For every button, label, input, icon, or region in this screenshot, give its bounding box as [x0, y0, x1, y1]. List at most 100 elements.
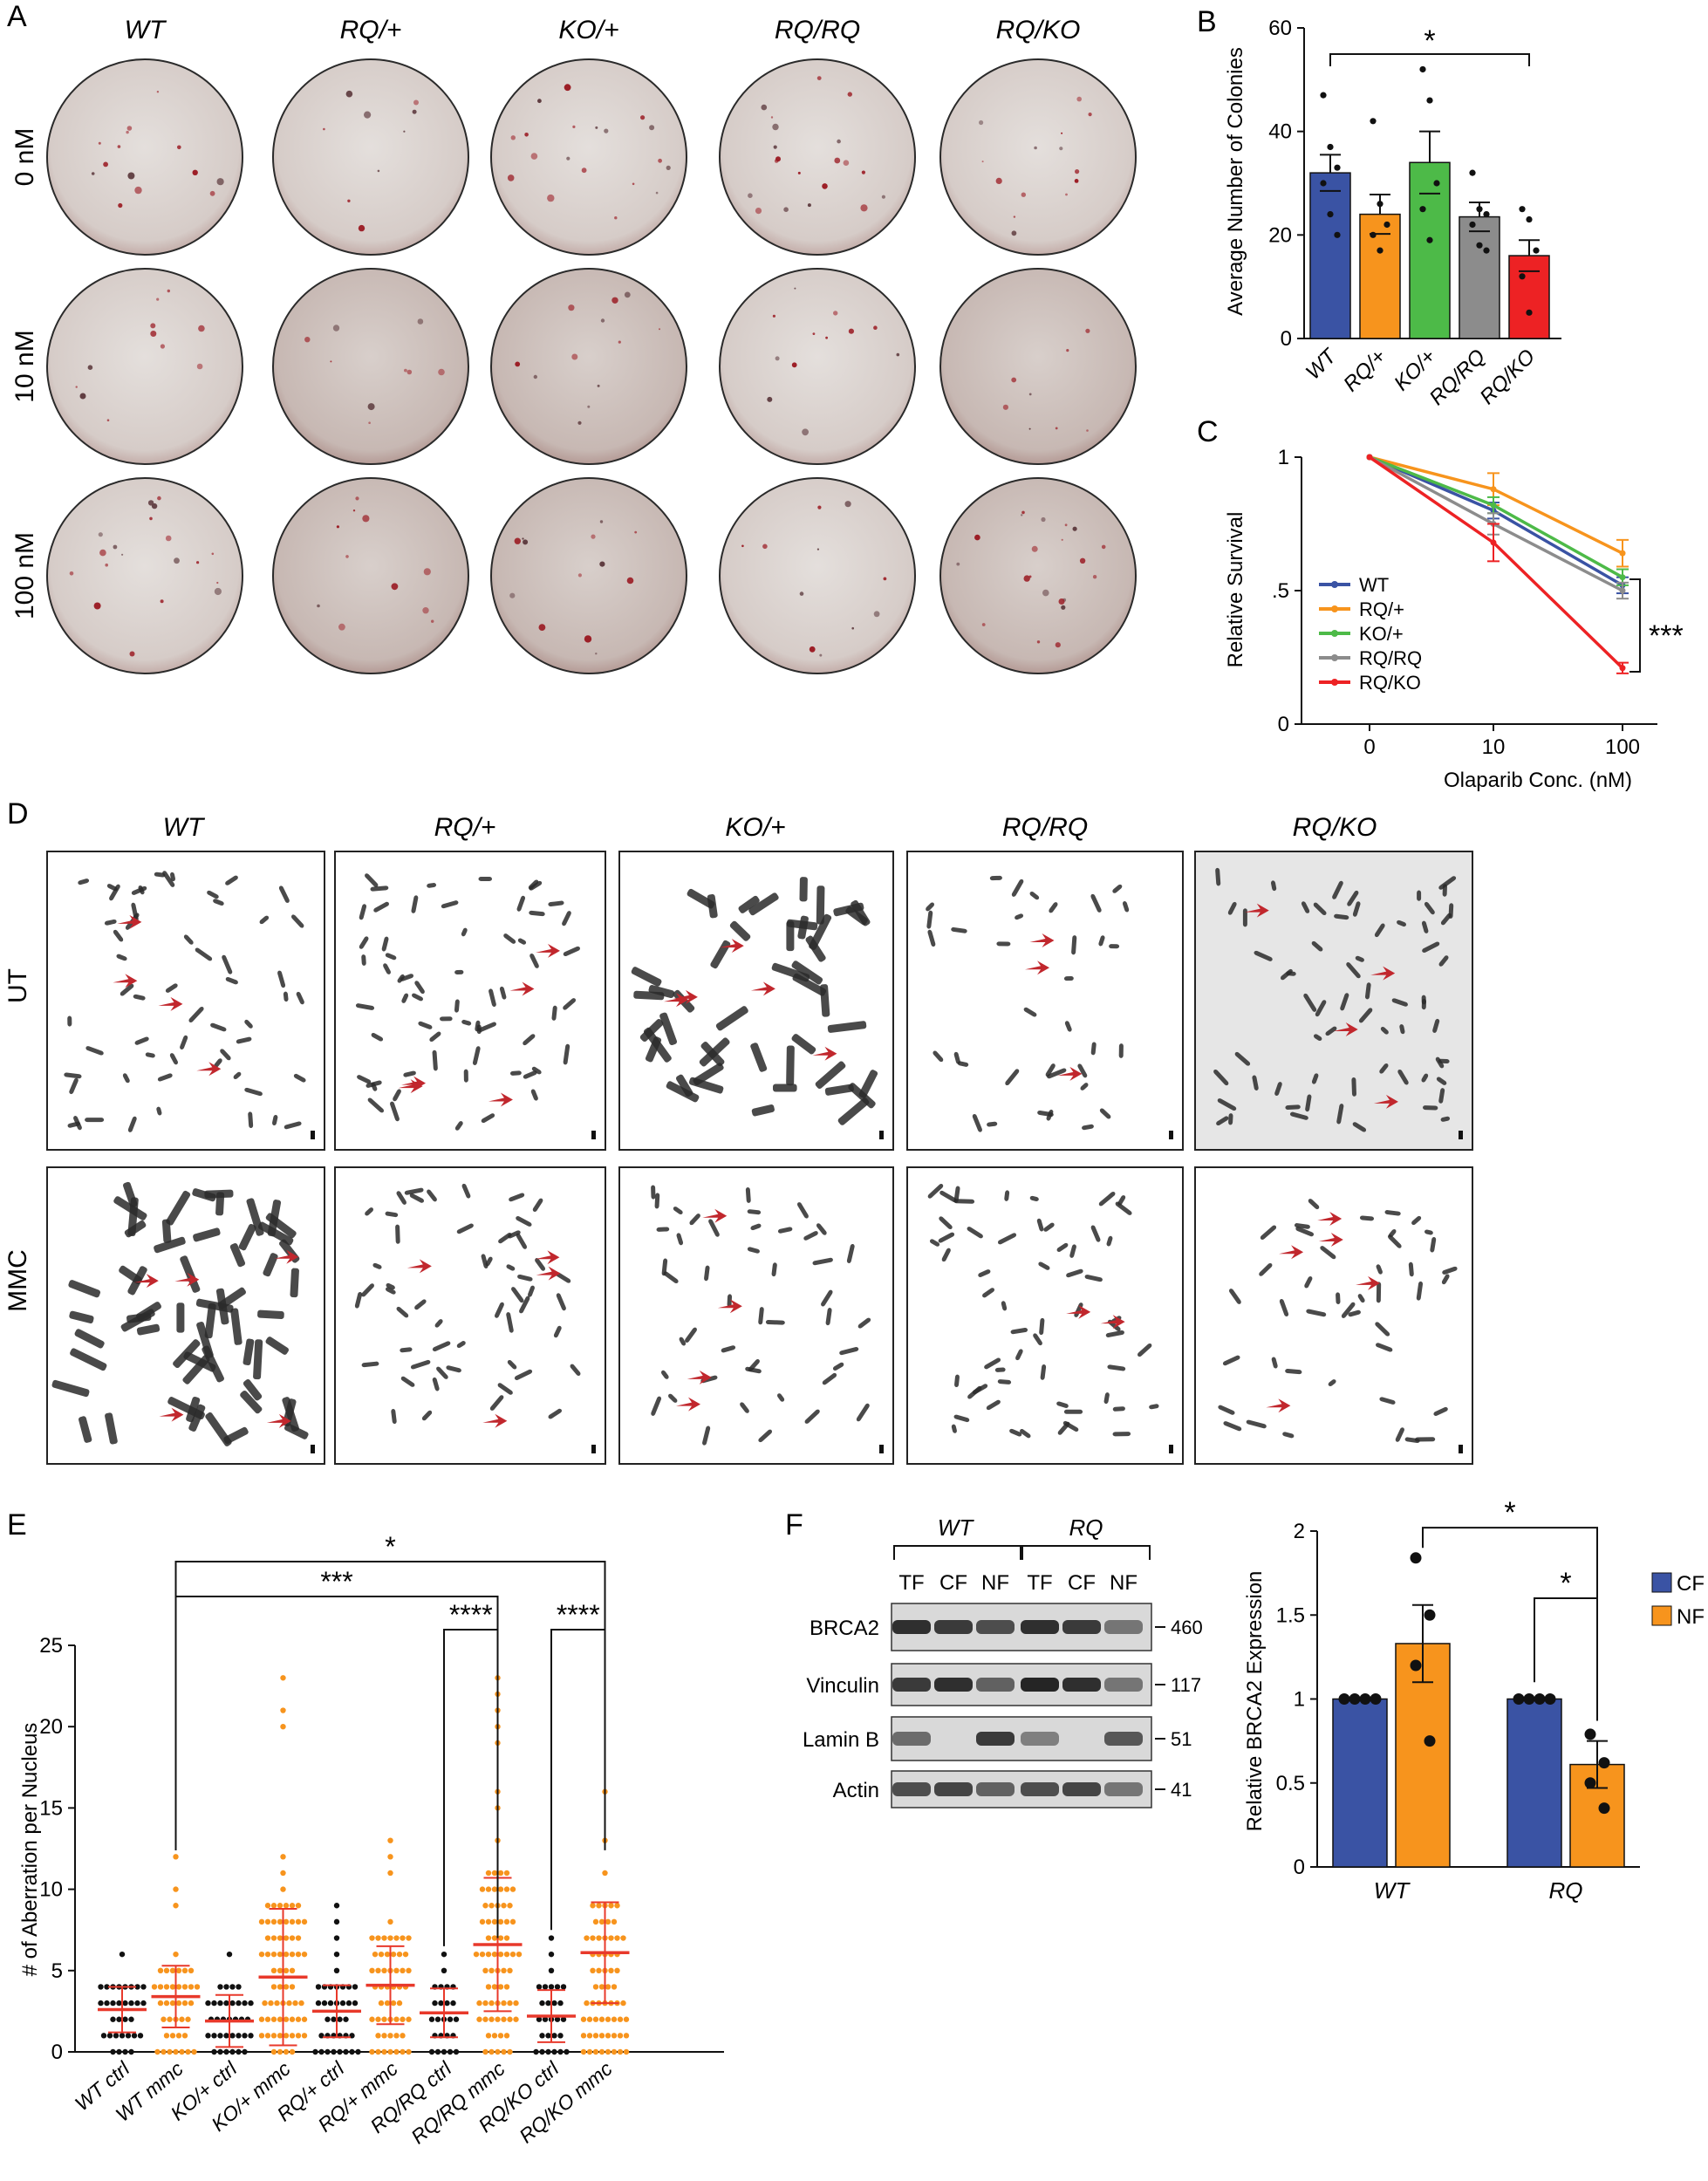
data-point [100, 2033, 107, 2039]
colony-dot [126, 130, 129, 134]
chromosome [1423, 1105, 1438, 1111]
chromosome [69, 1310, 94, 1323]
data-point [343, 2016, 349, 2022]
data-point [406, 1967, 412, 1973]
chromosome [954, 1374, 960, 1388]
chromosome [207, 890, 219, 899]
data-point [125, 2033, 132, 2039]
aberration-arrow [266, 1413, 291, 1428]
chromosome [563, 998, 577, 1010]
data-point [295, 2033, 302, 2039]
data-point [345, 2000, 352, 2007]
chromosome [371, 1082, 378, 1091]
colony-dot [772, 123, 779, 131]
colony-dot [150, 323, 156, 329]
chromosome [1305, 1094, 1312, 1112]
data-point [205, 2033, 211, 2039]
chromosome [409, 1193, 425, 1203]
chromosome [997, 1379, 1012, 1384]
data-point [400, 1935, 406, 1941]
aberration-arrow [675, 1397, 700, 1412]
data-point [592, 1984, 599, 1990]
colony-dot [614, 216, 618, 220]
chromosome [1387, 1234, 1402, 1248]
data-point [560, 1984, 567, 1990]
data-point [387, 1837, 393, 1843]
data-point [298, 2000, 304, 2007]
chromosome [986, 1399, 1001, 1411]
colony-dot [391, 583, 399, 591]
data-point [434, 2016, 441, 2022]
data-point [444, 2000, 450, 2007]
colony-dot [847, 92, 852, 97]
chromosome [509, 1070, 522, 1076]
data-point [1334, 164, 1341, 171]
colony-dot [599, 520, 604, 523]
data-point [488, 2016, 495, 2022]
data-point [384, 1951, 391, 1958]
data-point [495, 2048, 501, 2055]
d-col-label: RQ/+ [434, 813, 496, 842]
data-point [497, 1951, 504, 1958]
data-point [270, 2016, 277, 2022]
chromosome [506, 1312, 514, 1333]
data-point [476, 2016, 482, 2022]
data-point [545, 2048, 551, 2055]
data-point [1327, 211, 1334, 218]
colony-dot [597, 384, 600, 387]
aberration-arrow [1100, 1315, 1125, 1330]
chromosome [825, 1308, 832, 1326]
colony-dot [1011, 377, 1017, 383]
chromosome [1355, 955, 1364, 962]
chromosome [1063, 976, 1074, 981]
chromosome [517, 938, 527, 945]
significance-bracket [1534, 1597, 1598, 1721]
data-point [501, 2048, 507, 2055]
chromosome [1001, 1301, 1008, 1311]
culture-plate [46, 58, 243, 256]
culture-plate [490, 58, 687, 256]
protein-band [892, 1782, 931, 1796]
lane-label: CF [1068, 1571, 1096, 1595]
chromosome [1424, 901, 1435, 915]
chromosome [1328, 1379, 1336, 1387]
colony-dot [1021, 514, 1023, 516]
data-point [375, 1935, 381, 1941]
chromosome [225, 976, 238, 985]
data-point [473, 1951, 480, 1958]
chromosome [809, 913, 832, 950]
d-row-label: UT [3, 968, 32, 1003]
chromosome [1415, 1437, 1436, 1442]
chromosome [290, 1268, 299, 1298]
data-point [140, 2000, 147, 2007]
data-point [175, 1967, 182, 1973]
chromosome [385, 1287, 396, 1295]
chromosome [799, 877, 808, 902]
colony-dot [160, 599, 164, 604]
aberration-arrow [750, 981, 775, 996]
colony-dot [1059, 147, 1063, 151]
chromosome [858, 1070, 878, 1098]
chromosome [385, 1211, 399, 1218]
c-xlabel: Olaparib Conc. (nM) [1444, 769, 1632, 792]
data-point [331, 2048, 337, 2055]
chromosome [1011, 879, 1024, 897]
colony-dot [121, 553, 124, 556]
data-point [501, 1903, 507, 1909]
data-point [390, 2000, 397, 2007]
chromosome [548, 900, 564, 907]
colony-dot [355, 496, 359, 501]
data-point [122, 2016, 128, 2022]
a-col-label: WT [125, 16, 167, 44]
chromosome [939, 1216, 953, 1230]
chromosome [1020, 1429, 1031, 1439]
chromosome [284, 1121, 302, 1130]
chromosome [210, 1022, 227, 1032]
colony-dot [797, 171, 801, 174]
data-point [268, 2000, 274, 2007]
a-row-label: 10 nM [10, 330, 39, 402]
a-col-label: RQ/KO [996, 16, 1081, 44]
colony-dot [79, 393, 86, 400]
chromosome [699, 1037, 730, 1067]
colony-dot [761, 104, 768, 111]
